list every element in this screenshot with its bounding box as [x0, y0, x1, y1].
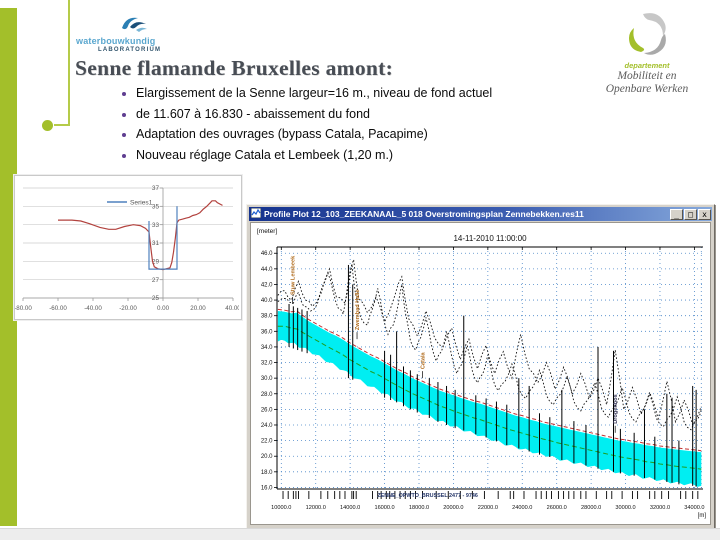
window-client-area: Stuw Lembeek Zwembad Halle Catala Drogenbos…: [250, 222, 711, 525]
svg-text:0.00: 0.00: [157, 305, 170, 312]
bullet-marker: [122, 153, 126, 158]
svg-text:24000.0: 24000.0: [512, 505, 532, 511]
svg-text:22.0: 22.0: [261, 439, 273, 445]
svg-text:35: 35: [152, 204, 160, 211]
svg-text:31: 31: [152, 240, 160, 247]
svg-text:14000.0: 14000.0: [340, 505, 360, 511]
svg-text:25: 25: [152, 295, 160, 302]
bullet-item: Elargissement de la Senne largeur=16 m.,…: [122, 86, 582, 107]
minimize-button[interactable]: _: [670, 208, 683, 220]
svg-text:28.0: 28.0: [261, 392, 273, 398]
window-titlebar[interactable]: Profile Plot 12_103_ZEEKANAAL_5 018 Over…: [249, 207, 712, 221]
svg-text:26.0: 26.0: [261, 407, 273, 413]
bullet-item: Nouveau réglage Catala et Lembeek (1,20 …: [122, 148, 582, 169]
page-title: Senne flamande Bruxelles amont:: [75, 56, 394, 80]
svg-text:46.0: 46.0: [261, 251, 273, 257]
svg-text:18000.0: 18000.0: [409, 505, 429, 511]
svg-text:-80.00: -80.00: [15, 305, 32, 312]
svg-text:20.00: 20.00: [190, 305, 206, 312]
svg-text:22000.0: 22000.0: [478, 505, 498, 511]
mow-dept-label: departement: [624, 61, 670, 70]
waterbouwkundig-logo-text: waterbouwkundig: [76, 36, 156, 46]
window-title: Profile Plot 12_103_ZEEKANAAL_5 018 Over…: [264, 209, 584, 219]
svg-text:24.0: 24.0: [261, 423, 273, 429]
svg-text:26000.0: 26000.0: [547, 505, 567, 511]
app-icon: [250, 205, 262, 223]
profile-plot-canvas: Stuw Lembeek Zwembad Halle Catala Drogenbos…: [257, 228, 707, 519]
svg-text:16.0: 16.0: [261, 485, 273, 491]
bullet-text: Elargissement de la Senne largeur=16 m.,…: [136, 86, 493, 100]
svg-text:29: 29: [152, 259, 160, 266]
bullet-list: Elargissement de la Senne largeur=16 m.,…: [122, 86, 582, 168]
app-window: Profile Plot 12_103_ZEEKANAAL_5 018 Over…: [246, 204, 715, 529]
svg-text:Stuw Lembeek: Stuw Lembeek: [290, 255, 296, 295]
svg-text:12000.0: 12000.0: [306, 505, 326, 511]
mow-pinwheel-icon: [629, 13, 666, 55]
svg-text:-60.00: -60.00: [49, 305, 67, 312]
bullet-marker: [122, 92, 126, 96]
svg-text:37: 37: [152, 185, 160, 192]
mow-name-line1: Mobiliteit en: [617, 70, 677, 82]
decor-line-horizontal: [54, 124, 70, 126]
svg-text:20.0: 20.0: [261, 454, 273, 460]
bullet-text: de 11.607 à 16.830 - abaissement du fond: [136, 106, 370, 121]
svg-text:34.0: 34.0: [261, 345, 273, 351]
svg-text:40.00: 40.00: [225, 305, 239, 312]
svg-text:33: 33: [152, 222, 160, 229]
svg-text:30000.0: 30000.0: [615, 505, 635, 511]
decor-line-vertical: [68, 0, 70, 124]
svg-text:ZENNE_OPWTO_BRUSSEL 2477 - 974: ZENNE_OPWTO_BRUSSEL 2477 - 9746: [377, 493, 477, 499]
svg-text:34000.0: 34000.0: [684, 505, 704, 511]
svg-text:40.0: 40.0: [261, 298, 273, 304]
bullet-marker: [122, 133, 126, 137]
svg-text:[m]: [m]: [698, 513, 707, 519]
svg-text:27: 27: [152, 277, 160, 284]
inset-cross-section-chart: 25 27 29 31 33 35 37 -80.00 -60.00 -40.00 -20.00 0.…: [14, 175, 242, 320]
svg-text:32.0: 32.0: [261, 361, 273, 367]
inset-chart-canvas: 25 27 29 31 33 35 37 -80.00 -60.00 -40.00 -20.00 0.…: [14, 185, 241, 312]
svg-text:-40.00: -40.00: [84, 305, 102, 312]
svg-text:38.0: 38.0: [261, 314, 273, 320]
bullet-item: de 11.607 à 16.830 - abaissement du fond: [122, 107, 582, 128]
close-button[interactable]: x: [698, 208, 711, 220]
svg-text:14-11-2010 11:00:00: 14-11-2010 11:00:00: [453, 234, 527, 243]
svg-text:42.0: 42.0: [261, 282, 273, 288]
svg-text:36.0: 36.0: [261, 329, 273, 335]
decor-dot: [42, 120, 53, 131]
svg-text:30.0: 30.0: [261, 376, 273, 382]
left-accent-bar: [0, 8, 17, 526]
laboratorium-logo-text: LABORATORIUM: [98, 47, 162, 53]
svg-text:Zwembad Halle: Zwembad Halle: [355, 289, 361, 330]
waterbouwkundig-swirl-icon: [116, 14, 150, 41]
svg-text:Series1: Series1: [130, 200, 153, 207]
svg-text:32000.0: 32000.0: [650, 505, 670, 511]
bullet-marker: [122, 112, 126, 117]
svg-text:-20.00: -20.00: [119, 305, 137, 312]
svg-text:44.0: 44.0: [261, 267, 273, 273]
svg-text:Drogenbos: Drogenbos: [613, 394, 619, 424]
svg-text:28000.0: 28000.0: [581, 505, 601, 511]
mow-logo: departement Mobiliteit en Openbare Werke…: [582, 12, 712, 96]
bullet-item: Adaptation des ouvrages (bypass Catala, …: [122, 127, 582, 148]
maximize-button[interactable]: □: [684, 208, 697, 220]
svg-text:16000.0: 16000.0: [374, 505, 394, 511]
bullet-text: Nouveau réglage Catala et Lembeek (1,20 …: [136, 147, 394, 162]
bullet-text: Adaptation des ouvrages (bypass Catala, …: [136, 127, 428, 141]
svg-text:18.0: 18.0: [261, 470, 273, 476]
svg-text:Catala: Catala: [420, 351, 426, 369]
bottom-strip: [0, 528, 720, 540]
svg-text:[meter]: [meter]: [257, 228, 277, 235]
mow-name-line2: Openbare Werken: [605, 83, 689, 95]
svg-text:10000.0: 10000.0: [271, 505, 291, 511]
svg-text:20000.0: 20000.0: [443, 505, 463, 511]
